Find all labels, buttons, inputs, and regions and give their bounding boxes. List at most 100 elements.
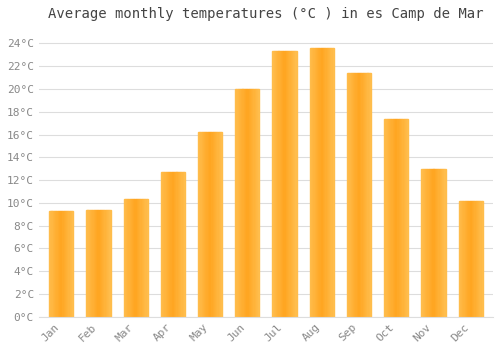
Bar [170, 172, 172, 317]
Bar [280, 51, 281, 317]
Bar [474, 201, 476, 317]
Bar [91, 210, 92, 317]
Bar [384, 119, 386, 317]
Bar [332, 48, 334, 317]
Bar [462, 201, 464, 317]
Bar [244, 89, 245, 317]
Bar [55, 211, 56, 317]
Bar [402, 119, 404, 317]
Bar [140, 199, 141, 317]
Bar [208, 132, 209, 317]
Bar [286, 51, 287, 317]
Bar [398, 119, 400, 317]
Bar [252, 89, 254, 317]
Bar [62, 211, 64, 317]
Bar [272, 51, 274, 317]
Bar [275, 51, 276, 317]
Bar [442, 169, 443, 317]
Bar [166, 172, 167, 317]
Bar [362, 73, 364, 317]
Bar [354, 73, 356, 317]
Bar [479, 201, 480, 317]
Bar [61, 211, 62, 317]
Bar [242, 89, 244, 317]
Bar [246, 89, 248, 317]
Bar [322, 48, 323, 317]
Bar [422, 169, 424, 317]
Bar [359, 73, 360, 317]
Bar [396, 119, 398, 317]
Bar [94, 210, 95, 317]
Bar [174, 172, 176, 317]
Bar [292, 51, 293, 317]
Bar [478, 201, 479, 317]
Bar [60, 211, 61, 317]
Bar [52, 211, 54, 317]
Bar [210, 132, 212, 317]
Bar [172, 172, 173, 317]
Bar [472, 201, 473, 317]
Bar [330, 48, 332, 317]
Bar [239, 89, 240, 317]
Bar [202, 132, 203, 317]
Bar [320, 48, 322, 317]
Bar [102, 210, 104, 317]
Bar [128, 199, 130, 317]
Bar [66, 211, 67, 317]
Bar [216, 132, 218, 317]
Bar [178, 172, 179, 317]
Bar [430, 169, 431, 317]
Bar [101, 210, 102, 317]
Bar [58, 211, 60, 317]
Bar [139, 199, 140, 317]
Bar [124, 199, 125, 317]
Bar [49, 211, 50, 317]
Bar [470, 201, 472, 317]
Bar [461, 201, 462, 317]
Bar [206, 132, 208, 317]
Bar [466, 201, 467, 317]
Bar [199, 132, 200, 317]
Bar [200, 132, 202, 317]
Bar [126, 199, 127, 317]
Bar [424, 169, 425, 317]
Bar [136, 199, 137, 317]
Bar [180, 172, 182, 317]
Bar [274, 51, 275, 317]
Bar [168, 172, 170, 317]
Bar [54, 211, 55, 317]
Bar [169, 172, 170, 317]
Bar [144, 199, 146, 317]
Bar [98, 210, 100, 317]
Bar [482, 201, 483, 317]
Bar [107, 210, 108, 317]
Bar [240, 89, 242, 317]
Bar [444, 169, 446, 317]
Bar [198, 132, 199, 317]
Bar [184, 172, 185, 317]
Bar [214, 132, 215, 317]
Bar [100, 210, 101, 317]
Bar [324, 48, 326, 317]
Bar [204, 132, 206, 317]
Bar [312, 48, 314, 317]
Bar [65, 211, 66, 317]
Bar [404, 119, 406, 317]
Bar [347, 73, 348, 317]
Bar [476, 201, 477, 317]
Bar [290, 51, 292, 317]
Bar [350, 73, 352, 317]
Bar [310, 48, 311, 317]
Bar [88, 210, 90, 317]
Bar [258, 89, 260, 317]
Bar [317, 48, 318, 317]
Bar [477, 201, 478, 317]
Bar [392, 119, 394, 317]
Bar [164, 172, 166, 317]
Bar [209, 132, 210, 317]
Bar [96, 210, 97, 317]
Bar [146, 199, 148, 317]
Bar [370, 73, 371, 317]
Bar [108, 210, 110, 317]
Bar [281, 51, 282, 317]
